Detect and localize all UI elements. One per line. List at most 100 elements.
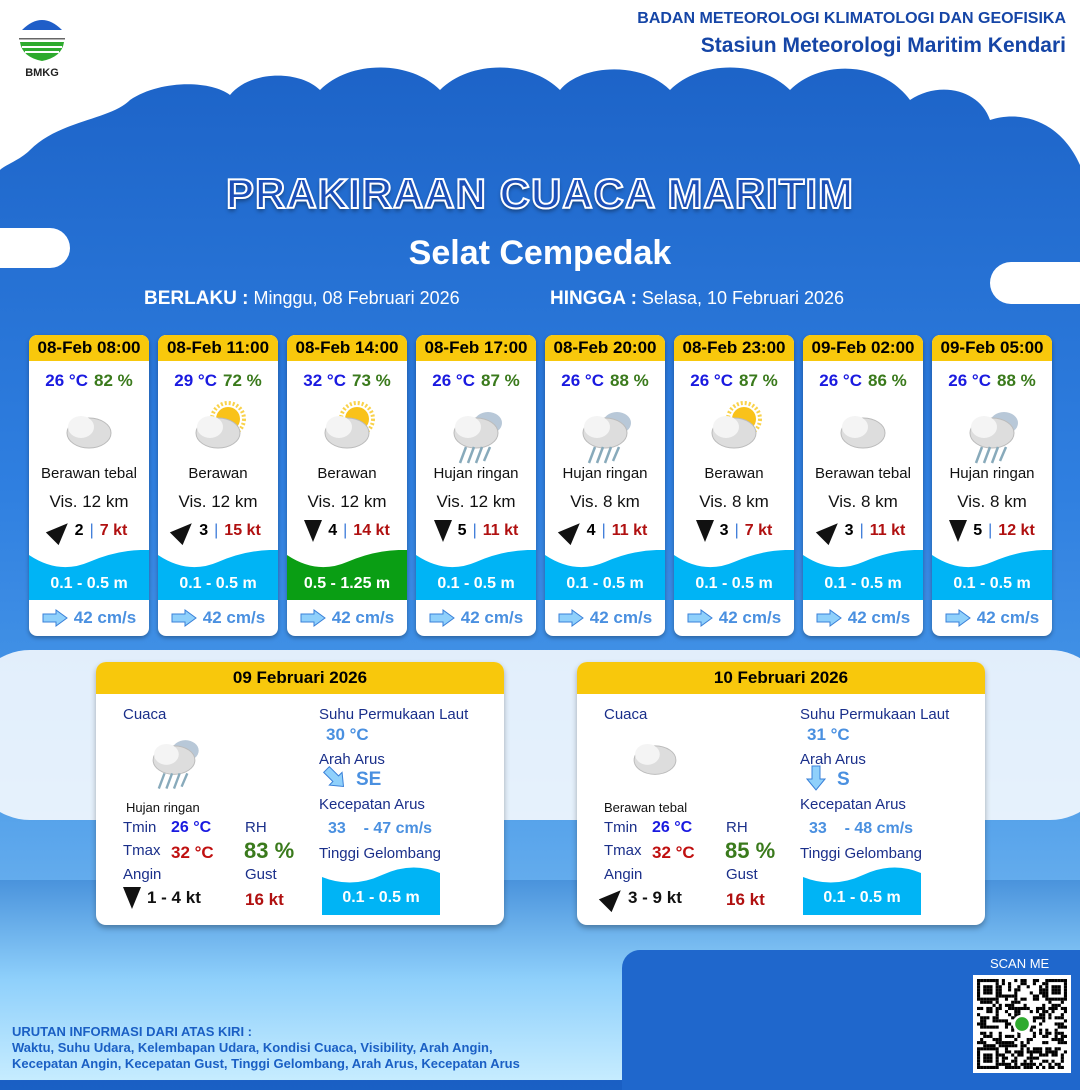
side-cloud-right xyxy=(990,262,1080,304)
rh-value: 83 % xyxy=(244,838,295,863)
station-name: Stasiun Meteorologi Maritim Kendari xyxy=(700,34,1066,57)
current-direction-icon xyxy=(816,609,842,627)
current-direction-icon xyxy=(945,609,971,627)
current-speed: 42 cm/s xyxy=(202,608,266,627)
gust-speed: 11 kt xyxy=(482,522,519,539)
tmin-label: Tmin xyxy=(123,819,157,836)
air-temp: 26 °C xyxy=(432,371,475,390)
wave-height-value: 0.1 - 0.5 m xyxy=(437,575,515,592)
air-temp: 32 °C xyxy=(303,371,346,390)
visibility: Vis. 12 km xyxy=(436,492,516,511)
card-time: 08-Feb 23:00 xyxy=(674,335,794,361)
gust-speed: 7 kt xyxy=(744,522,773,539)
wave-height: 0.1 - 0.5 m xyxy=(322,867,440,915)
tmax-value: 32 °C xyxy=(171,843,214,862)
weather-condition: Hujan ringan xyxy=(562,465,648,482)
humidity: 82 % xyxy=(93,371,133,390)
sst-label: Suhu Permukaan Laut xyxy=(800,706,950,723)
humidity: 73 % xyxy=(351,371,391,390)
air-temp: 29 °C xyxy=(174,371,217,390)
wind-speed: 5 xyxy=(457,522,467,539)
current-direction-icon xyxy=(687,609,713,627)
current-speed: 42 cm/s xyxy=(718,608,782,627)
visibility: Vis. 8 km xyxy=(699,492,769,511)
page-title: PRAKIRAAN CUACA MARITIM xyxy=(225,169,855,218)
gust-speed: 15 kt xyxy=(224,522,261,539)
daily-summary-panel: 09 Februari 2026 Cuaca Hujan ringan Tmin… xyxy=(96,662,504,925)
wave-height-value: 0.5 - 1.25 m xyxy=(303,575,391,592)
footer-line2: Kecepatan Angin, Kecepatan Gust, Tinggi … xyxy=(12,1056,520,1071)
gust-speed: 7 kt xyxy=(99,522,128,539)
light-rain-icon xyxy=(416,395,536,465)
current-dir-value: SE xyxy=(356,769,382,790)
wind-direction-icon xyxy=(949,520,968,542)
gust-speed: 14 kt xyxy=(353,522,390,539)
cloudy-icon xyxy=(617,724,693,797)
wind-range: 3 - 9 kt xyxy=(628,888,682,907)
wind-direction-icon xyxy=(123,887,141,909)
sst-label: Suhu Permukaan Laut xyxy=(319,706,469,723)
gust-value: 16 kt xyxy=(726,890,765,909)
current-direction-icon xyxy=(171,609,197,627)
daily-date: 09 Februari 2026 xyxy=(96,662,504,694)
wave-height-value: 0.1 - 0.5 m xyxy=(953,575,1031,592)
wind-direction-icon xyxy=(45,516,74,546)
current-speed: 42 cm/s xyxy=(73,608,137,627)
wave-height-value: 0.1 - 0.5 m xyxy=(823,889,901,906)
wave-height: 0.1 - 0.5 m xyxy=(416,550,536,600)
current-speed: 42 cm/s xyxy=(331,608,395,627)
daily-date: 10 Februari 2026 xyxy=(577,662,985,694)
current-direction-icon xyxy=(806,765,826,791)
wave-height: 0.1 - 0.5 m xyxy=(932,550,1052,600)
valid-to: HINGGA : Selasa, 10 Februari 2026 xyxy=(550,288,844,310)
forecast-card: 09-Feb 02:00 26 °C 86 % Berawan tebal Vis… xyxy=(803,335,923,636)
scan-me-label: SCAN ME xyxy=(990,956,1050,971)
rh-value: 85 % xyxy=(725,838,776,863)
tmin-value: 26 °C xyxy=(652,819,693,836)
wind-direction-icon xyxy=(815,516,844,546)
org-name: BADAN METEOROLOGI KLIMATOLOGI DAN GEOFIS… xyxy=(637,10,1066,27)
visibility: Vis. 12 km xyxy=(49,492,129,511)
wave-height-value: 0.1 - 0.5 m xyxy=(342,889,420,906)
qr-code[interactable] xyxy=(973,975,1071,1073)
light-rain-icon xyxy=(136,724,212,797)
forecast-card: 09-Feb 05:00 26 °C 88 % Hujan ringan Vis.… xyxy=(932,335,1052,636)
visibility: Vis. 12 km xyxy=(178,492,258,511)
bmkg-logo: BMKG xyxy=(16,12,68,79)
weather-condition: Berawan tebal xyxy=(604,800,688,815)
current-direction-icon xyxy=(558,609,584,627)
current-speed: 42 cm/s xyxy=(847,608,911,627)
daily-summary-panel: 10 Februari 2026 Cuaca Berawan tebal Tmi… xyxy=(577,662,985,925)
forecast-card: 08-Feb 08:00 26 °C 82 % Berawan tebal Vis… xyxy=(29,335,149,636)
tmax-label: Tmax xyxy=(604,842,642,859)
gust-speed: 12 kt xyxy=(998,522,1035,539)
current-speed-label: Kecepatan Arus xyxy=(800,796,906,813)
humidity: 88 % xyxy=(609,371,649,390)
wave-height: 0.1 - 0.5 m xyxy=(545,550,665,600)
gust-label: Gust xyxy=(726,866,758,883)
current-speed-label: Kecepatan Arus xyxy=(319,796,425,813)
visibility: Vis. 12 km xyxy=(307,492,387,511)
forecast-card: 08-Feb 14:00 32 °C 73 % Berawan Vis. 12 k… xyxy=(287,335,407,636)
current-speed: 42 cm/s xyxy=(460,608,524,627)
current-speed: 42 cm/s xyxy=(976,608,1040,627)
current-dir-value: S xyxy=(837,769,850,790)
current-direction-icon xyxy=(429,609,455,627)
gust-speed: 11 kt xyxy=(611,522,648,539)
humidity: 87 % xyxy=(738,371,778,390)
wind-direction-icon xyxy=(695,520,714,542)
wave-height: 0.1 - 0.5 m xyxy=(29,550,149,600)
light-rain-icon xyxy=(545,395,665,465)
valid-from-label: BERLAKU : xyxy=(144,288,249,309)
humidity: 87 % xyxy=(480,371,520,390)
weather-condition: Hujan ringan xyxy=(949,465,1035,482)
tmax-label: Tmax xyxy=(123,842,161,859)
air-temp: 26 °C xyxy=(948,371,991,390)
wind-label: Angin xyxy=(123,866,162,883)
valid-from-date: Minggu, 08 Februari 2026 xyxy=(253,288,460,308)
wind-direction-icon xyxy=(433,520,452,542)
air-temp: 26 °C xyxy=(690,371,733,390)
weather-label: Cuaca xyxy=(123,706,167,723)
weather-condition: Hujan ringan xyxy=(126,800,200,815)
cloudy-icon xyxy=(29,395,149,465)
